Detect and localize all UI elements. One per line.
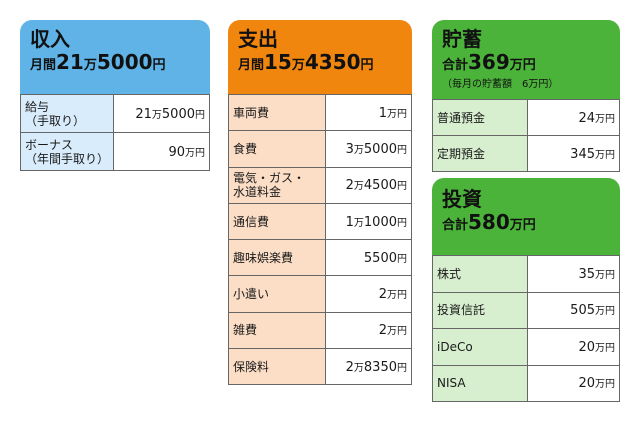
table-row: 電気・ガス・ 水道料金 2万4500円 xyxy=(228,166,412,204)
income-title: 収入 xyxy=(30,27,70,51)
row-label: iDeCo xyxy=(432,328,528,366)
row-value: 1万1000円 xyxy=(325,202,412,241)
table-row: 普通預金 24万円 xyxy=(432,99,620,136)
row-label: 株式 xyxy=(432,255,528,293)
row-label: 投資信託 xyxy=(432,291,528,329)
table-row: 通信費 1万1000円 xyxy=(228,202,412,241)
table-row: ボーナス （年間手取り） 90万円 xyxy=(20,132,210,171)
income-table: 給与 （手取り） 21万5000円 ボーナス （年間手取り） 90万円 xyxy=(20,94,210,171)
row-label: 普通預金 xyxy=(432,99,528,136)
investment-panel: 投資 合計580万円 株式 35万円 投資信託 505万円 iDeCo 20万円 NISA 2… xyxy=(432,178,620,402)
investment-header: 投資 合計580万円 xyxy=(432,178,620,255)
row-label: NISA xyxy=(432,364,528,402)
row-label: 雑費 xyxy=(228,311,326,350)
table-row: 投資信託 505万円 xyxy=(432,291,620,329)
row-value: 2万円 xyxy=(325,311,412,350)
income-summary: 月間21万5000円 xyxy=(30,50,166,74)
row-value: 505万円 xyxy=(527,291,620,329)
row-label: 車両費 xyxy=(228,93,326,132)
table-row: 雑費 2万円 xyxy=(228,311,412,350)
table-row: 趣味娯楽費 5500円 xyxy=(228,239,412,277)
table-row: NISA 20万円 xyxy=(432,364,620,402)
row-value: 20万円 xyxy=(527,364,620,402)
row-label: 通信費 xyxy=(228,202,326,241)
savings-table: 普通預金 24万円 定期預金 345万円 xyxy=(432,99,620,172)
row-value: 5500円 xyxy=(325,239,412,277)
expense-table: 車両費 1万円 食費 3万5000円 電気・ガス・ 水道料金 2万4500円 通信費 1万10… xyxy=(228,93,412,386)
row-label: 電気・ガス・ 水道料金 xyxy=(228,166,326,204)
table-row: 小遣い 2万円 xyxy=(228,275,412,313)
row-value: 2万円 xyxy=(325,275,412,313)
table-row: iDeCo 20万円 xyxy=(432,328,620,366)
expense-header: 支出 月間15万4350円 xyxy=(228,20,412,94)
table-row: 保険料 2万8350円 xyxy=(228,348,412,386)
row-value: 20万円 xyxy=(527,328,620,366)
investment-table: 株式 35万円 投資信託 505万円 iDeCo 20万円 NISA 20万円 xyxy=(432,255,620,402)
savings-header: 貯蓄 合計369万円 （毎月の貯蓄額 6万円） xyxy=(432,20,620,99)
investment-summary: 合計580万円 xyxy=(442,210,536,234)
savings-summary: 合計369万円 xyxy=(442,50,536,74)
table-row: 定期預金 345万円 xyxy=(432,135,620,172)
row-value: 2万8350円 xyxy=(325,348,412,386)
savings-panel: 貯蓄 合計369万円 （毎月の貯蓄額 6万円） 普通預金 24万円 定期預金 345万… xyxy=(432,20,620,172)
row-value: 2万4500円 xyxy=(325,166,412,204)
savings-note: （毎月の貯蓄額 6万円） xyxy=(442,79,559,90)
table-row: 食費 3万5000円 xyxy=(228,130,412,168)
investment-title: 投資 xyxy=(442,187,482,211)
income-panel: 収入 月間21万5000円 給与 （手取り） 21万5000円 ボーナス （年間手取… xyxy=(20,20,210,171)
row-value: 90万円 xyxy=(113,132,210,171)
expense-panel: 支出 月間15万4350円 車両費 1万円 食費 3万5000円 電気・ガス・ 水道料金… xyxy=(228,20,412,386)
row-value: 3万5000円 xyxy=(325,130,412,168)
row-label: 食費 xyxy=(228,130,326,168)
row-label: 給与 （手取り） xyxy=(20,94,114,133)
row-label: 保険料 xyxy=(228,348,326,386)
savings-title: 貯蓄 xyxy=(442,27,482,51)
row-label: 趣味娯楽費 xyxy=(228,239,326,277)
row-label: 定期預金 xyxy=(432,135,528,172)
expense-title: 支出 xyxy=(238,27,278,51)
table-row: 株式 35万円 xyxy=(432,255,620,293)
row-value: 1万円 xyxy=(325,93,412,132)
table-row: 車両費 1万円 xyxy=(228,93,412,132)
row-label: 小遣い xyxy=(228,275,326,313)
row-value: 24万円 xyxy=(527,99,620,136)
row-value: 35万円 xyxy=(527,255,620,293)
table-row: 給与 （手取り） 21万5000円 xyxy=(20,94,210,133)
row-label: ボーナス （年間手取り） xyxy=(20,132,114,171)
income-header: 収入 月間21万5000円 xyxy=(20,20,210,94)
expense-summary: 月間15万4350円 xyxy=(238,50,374,74)
row-value: 21万5000円 xyxy=(113,94,210,133)
row-value: 345万円 xyxy=(527,135,620,172)
